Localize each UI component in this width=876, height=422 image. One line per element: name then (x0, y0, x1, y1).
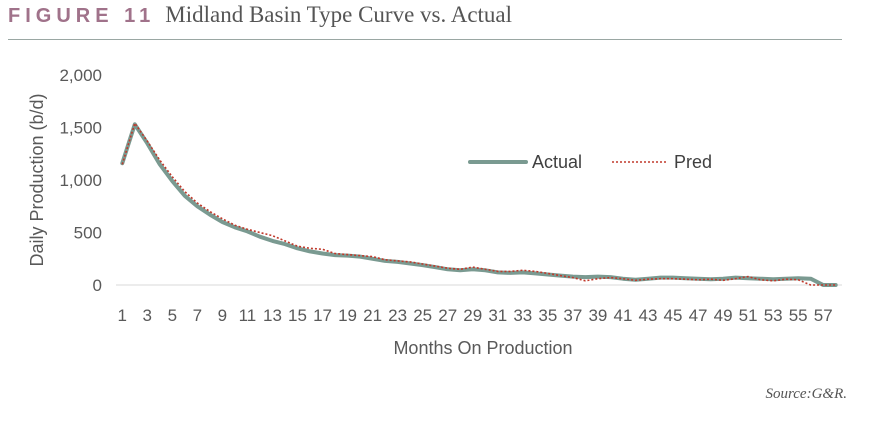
x-tick-label: 9 (218, 306, 227, 325)
x-axis-ticks: 1 3 5 7 9 11 13 15 17 19 21 23 25 27 29 31 33 35 37 39 41 43 4… (118, 306, 833, 325)
x-tick-label: 23 (388, 306, 407, 325)
x-tick-label: 45 (664, 306, 683, 325)
x-tick-label: 7 (193, 306, 202, 325)
y-axis-ticks: 0 500 1,000 1,500 2,000 (59, 66, 102, 295)
series-line-pred (121, 121, 836, 286)
y-tick-label: 0 (93, 276, 102, 295)
x-axis-label: Months On Production (393, 338, 572, 358)
figure-label: FIGURE 11 (8, 5, 156, 27)
x-tick-label: 15 (288, 306, 307, 325)
figure-header: FIGURE 11 Midland Basin Type Curve vs. A… (8, 2, 512, 36)
x-tick-label: 51 (739, 306, 758, 325)
y-tick-label: 1,000 (59, 171, 102, 190)
series-layer (120, 121, 838, 287)
x-tick-label: 31 (488, 306, 507, 325)
x-tick-label: 17 (313, 306, 332, 325)
x-tick-label: 47 (689, 306, 708, 325)
x-tick-label: 21 (363, 306, 382, 325)
source-note: Source:G&R. (765, 386, 847, 402)
series-line-actual (120, 122, 838, 287)
x-tick-label: 39 (588, 306, 607, 325)
legend-label-actual: Actual (532, 152, 582, 172)
y-axis-label: Daily Production (b/d) (27, 93, 47, 266)
legend: Actual Pred (468, 152, 712, 172)
x-tick-label: 35 (538, 306, 557, 325)
x-tick-label: 57 (814, 306, 833, 325)
x-tick-label: 1 (118, 306, 127, 325)
legend-label-pred: Pred (674, 152, 712, 172)
x-tick-label: 11 (239, 306, 257, 325)
x-tick-label: 25 (413, 306, 432, 325)
figure-title: Midland Basin Type Curve vs. Actual (165, 2, 513, 27)
x-tick-label: 43 (639, 306, 658, 325)
x-tick-label: 29 (463, 306, 482, 325)
y-tick-label: 500 (74, 224, 102, 243)
x-tick-label: 5 (168, 306, 177, 325)
x-tick-label: 13 (263, 306, 282, 325)
x-tick-label: 19 (338, 306, 357, 325)
x-tick-label: 3 (143, 306, 152, 325)
y-tick-label: 2,000 (59, 66, 102, 85)
header-rule (8, 39, 842, 40)
x-tick-label: 53 (764, 306, 783, 325)
x-tick-label: 55 (789, 306, 808, 325)
x-tick-label: 33 (513, 306, 532, 325)
y-tick-label: 1,500 (59, 119, 102, 138)
x-tick-label: 49 (714, 306, 733, 325)
x-tick-label: 27 (438, 306, 457, 325)
x-tick-label: 37 (563, 306, 582, 325)
x-tick-label: 41 (613, 306, 632, 325)
